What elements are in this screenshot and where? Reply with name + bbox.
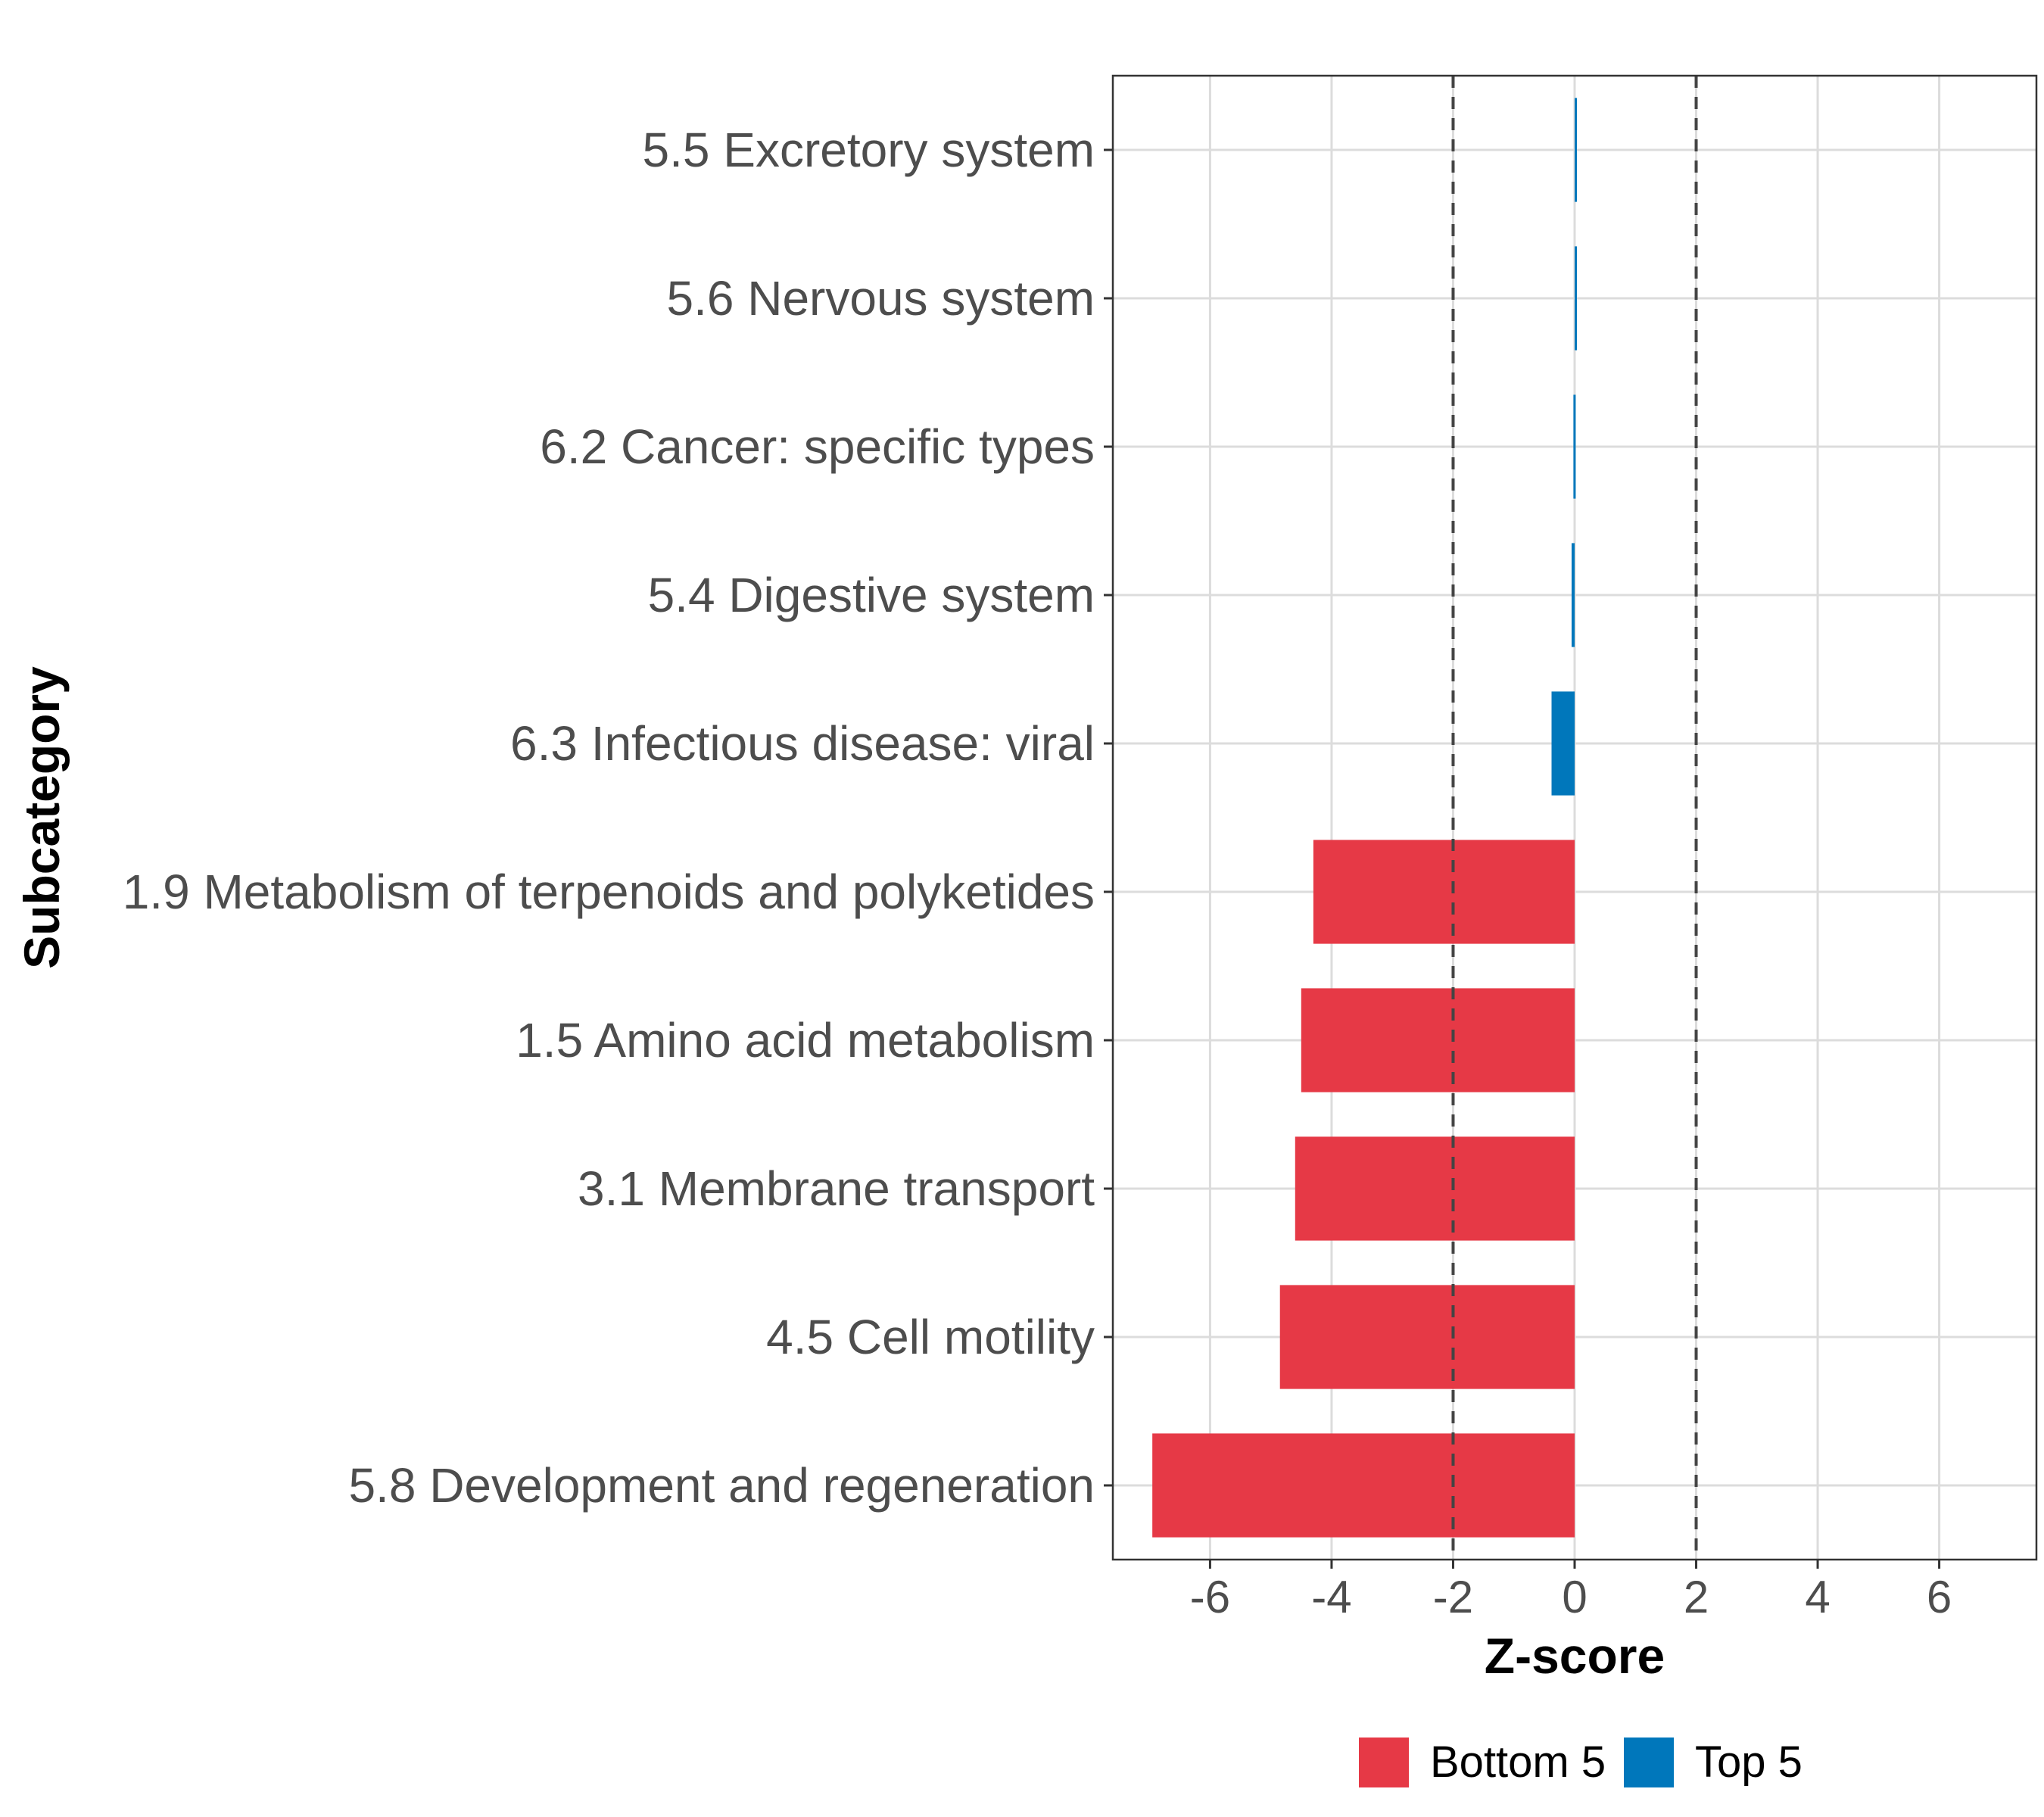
x-tick-label: -4 bbox=[1311, 1572, 1351, 1622]
y-axis: 5.5 Excretory system 5.6 Nervous system 6.… bbox=[123, 123, 1113, 1513]
x-tick-label: 6 bbox=[1927, 1572, 1952, 1622]
bar bbox=[1551, 691, 1575, 796]
x-tick-label: -6 bbox=[1190, 1572, 1230, 1622]
x-tick-label: -2 bbox=[1433, 1572, 1473, 1622]
y-tick-label: 3.1 Membrane transport bbox=[578, 1161, 1095, 1216]
y-tick-label: 5.8 Development and regeneration bbox=[348, 1458, 1095, 1513]
bar bbox=[1575, 246, 1577, 351]
bar bbox=[1301, 988, 1575, 1092]
y-axis-title: Subcategory bbox=[14, 666, 70, 969]
bar bbox=[1295, 1136, 1575, 1241]
y-tick-label: 6.3 Infectious disease: viral bbox=[510, 716, 1095, 771]
legend: Bottom 5 Top 5 bbox=[1359, 1738, 1803, 1787]
y-tick-label: 5.5 Excretory system bbox=[643, 123, 1095, 177]
y-tick-label: 1.9 Metabolism of terpenoids and polyket… bbox=[123, 865, 1095, 919]
y-tick-label: 4.5 Cell motility bbox=[766, 1310, 1095, 1364]
legend-swatch bbox=[1624, 1738, 1674, 1787]
bar bbox=[1573, 394, 1576, 499]
bar bbox=[1571, 543, 1575, 647]
legend-label: Top 5 bbox=[1695, 1738, 1803, 1787]
x-tick-label: 4 bbox=[1805, 1572, 1830, 1622]
bars bbox=[1152, 98, 1577, 1538]
reference-lines bbox=[1451, 76, 1698, 1560]
x-axis: -6 -4 -2 0 2 4 6 bbox=[1190, 1560, 1952, 1622]
bar bbox=[1152, 1433, 1575, 1538]
y-tick-label: 5.4 Digestive system bbox=[648, 568, 1095, 622]
legend-swatch bbox=[1359, 1738, 1409, 1787]
legend-label: Bottom 5 bbox=[1430, 1738, 1606, 1787]
x-tick-label: 2 bbox=[1684, 1572, 1709, 1622]
x-axis-title: Z-score bbox=[1485, 1628, 1665, 1684]
bar bbox=[1313, 840, 1575, 944]
bar bbox=[1575, 98, 1577, 202]
bar bbox=[1279, 1285, 1575, 1389]
x-tick-label: 0 bbox=[1562, 1572, 1587, 1622]
y-tick-label: 5.6 Nervous system bbox=[666, 271, 1095, 326]
y-tick-label: 6.2 Cancer: specific types bbox=[540, 419, 1095, 474]
y-tick-label: 1.5 Amino acid metabolism bbox=[516, 1013, 1095, 1067]
